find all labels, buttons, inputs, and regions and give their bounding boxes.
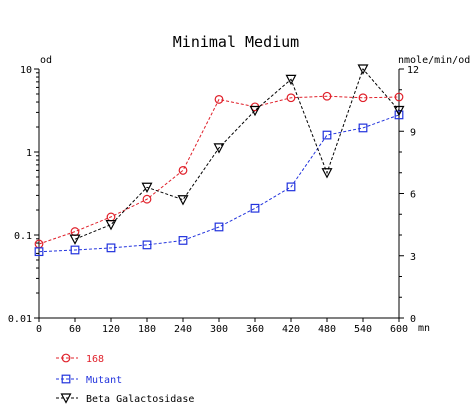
data-point (214, 222, 224, 232)
left-tick-label: 10 (20, 65, 32, 76)
data-point (178, 166, 188, 175)
x-tick-label: 0 (36, 324, 42, 335)
legend-item: Beta Galactosidase (56, 393, 194, 405)
legend-item: 168 (56, 353, 104, 365)
data-point (177, 195, 189, 206)
x-tick-label: 60 (69, 324, 81, 335)
x-tick-label: 240 (174, 324, 192, 335)
legend-item: Mutant (56, 374, 122, 386)
data-point (250, 203, 260, 213)
left-axis-unit: od (40, 55, 52, 66)
series-line (74, 68, 400, 240)
data-point (142, 240, 152, 250)
data-point (322, 91, 332, 101)
data-point (105, 220, 117, 231)
x-tick-label: 120 (102, 324, 120, 335)
data-point (358, 123, 368, 133)
left-tick-label: 0.01 (8, 314, 32, 325)
x-tick-label: 300 (210, 324, 228, 335)
left-tick-label: 0.1 (14, 231, 32, 242)
legend-marker (60, 393, 72, 404)
data-point (393, 105, 405, 117)
series-2 (34, 110, 404, 257)
x-tick-label: 180 (138, 324, 156, 335)
x-tick-label: 360 (246, 324, 264, 335)
legend-label: Beta Galactosidase (86, 394, 194, 405)
x-tick-label: 540 (354, 324, 372, 335)
series-layer (34, 64, 405, 257)
data-point (106, 243, 116, 253)
right-tick-label: 3 (410, 252, 416, 263)
data-point (70, 227, 80, 236)
x-tick-label: 420 (282, 324, 300, 335)
data-point (213, 143, 225, 154)
legend: 168 Mutant Beta Galactosidase (56, 353, 194, 405)
series-3 (69, 64, 405, 245)
right-tick-label: 9 (410, 127, 416, 138)
data-point (70, 245, 80, 255)
legend-label: Mutant (86, 375, 122, 386)
data-point (178, 236, 188, 245)
right-tick-label: 0 (410, 314, 416, 325)
data-point (321, 168, 333, 179)
data-point (357, 64, 369, 75)
data-point (141, 182, 153, 194)
data-point (286, 93, 296, 103)
data-point (142, 194, 152, 204)
legend-label: 168 (86, 354, 104, 365)
axes: 0 60 120 180 240 300 360 420 480 540 6000.010.1110… (8, 65, 419, 335)
data-point (322, 130, 332, 140)
right-tick-label: 12 (407, 65, 419, 76)
series-line (38, 95, 400, 245)
data-point (249, 105, 261, 117)
legend-marker (61, 374, 71, 384)
data-point (286, 182, 296, 192)
data-point (394, 92, 404, 102)
series-1 (34, 91, 404, 249)
data-point (358, 93, 368, 103)
legend-marker (61, 353, 71, 363)
right-axis-unit: nmole/min/od (398, 55, 470, 66)
left-tick-label: 1 (26, 148, 32, 159)
data-point (394, 110, 404, 120)
right-tick-label: 6 (410, 190, 416, 201)
x-tick-label: 600 (390, 324, 408, 335)
data-point (214, 95, 224, 104)
data-point (285, 74, 297, 86)
chart-title: Minimal Medium (173, 33, 299, 51)
series-line (38, 114, 400, 253)
x-axis-unit: mn (418, 323, 430, 334)
data-point (69, 234, 81, 245)
data-point (34, 247, 44, 257)
x-tick-label: 480 (318, 324, 336, 335)
